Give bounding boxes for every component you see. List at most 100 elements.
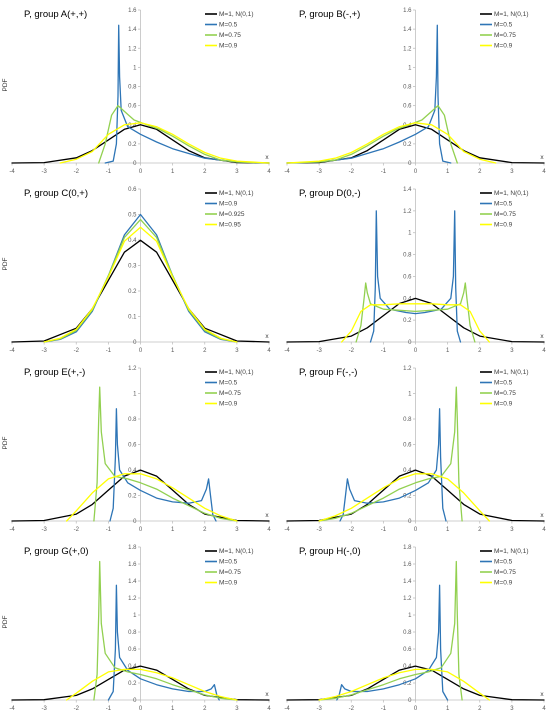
chart-svg-0: P, group A(+,+) PDF -4 -3 -2 -1 0 1 2 3 4 0 0.2 0.4 0.… bbox=[2, 8, 271, 175]
y-tick-label: 1.6 bbox=[128, 562, 137, 568]
y-axis-label: PDF bbox=[2, 257, 9, 270]
y-tick-label: 0.2 bbox=[403, 494, 412, 500]
x-tick-label: -2 bbox=[74, 706, 80, 712]
chart-panel-3: P, group D(0,-) -4 -3 -2 -1 0 1 2 3 4 0 0.2 0.4 0.6 0.… bbox=[275, 179, 550, 358]
y-tick-label: 0.2 bbox=[403, 681, 412, 687]
y-tick-label: 0.2 bbox=[403, 318, 412, 324]
x-tick-label: 0 bbox=[414, 348, 418, 354]
x-tick-label: -2 bbox=[349, 527, 355, 533]
x-tick-label: 2 bbox=[203, 169, 207, 175]
y-tick-label: 0 bbox=[133, 698, 137, 704]
chart-title: P, group E(+,-) bbox=[24, 367, 85, 378]
y-tick-label: 0.1 bbox=[128, 315, 137, 321]
x-tick-label: 0 bbox=[139, 527, 143, 533]
legend-label: M=0.5 bbox=[219, 559, 238, 566]
chart-title: P, group G(+,0) bbox=[24, 546, 89, 557]
y-tick-label: 0.4 bbox=[128, 238, 137, 244]
y-tick-label: 0.6 bbox=[128, 187, 137, 193]
legend-label: M=0.5 bbox=[219, 380, 238, 387]
legend-label: M=0.5 bbox=[494, 22, 513, 29]
y-tick-label: 1.8 bbox=[128, 545, 137, 551]
legend-label: M=1, N(0,1) bbox=[219, 548, 254, 555]
x-tick-label: 4 bbox=[267, 527, 271, 533]
x-tick-label: 1 bbox=[171, 527, 175, 533]
x-axis-label: x bbox=[540, 333, 544, 340]
x-tick-label: 1 bbox=[446, 706, 450, 712]
y-tick-label: 0.8 bbox=[403, 417, 412, 423]
y-tick-label: 0.2 bbox=[128, 289, 137, 295]
y-tick-label: 1 bbox=[408, 613, 412, 619]
series-line-2 bbox=[355, 282, 476, 343]
series-line-3 bbox=[286, 122, 497, 164]
legend-label: M=0.75 bbox=[219, 569, 241, 576]
legend-label: M=0.5 bbox=[494, 559, 513, 566]
y-tick-label: 0 bbox=[133, 161, 137, 167]
x-tick-label: 2 bbox=[203, 348, 207, 354]
chart-panel-5: P, group F(-,-) -4 -3 -2 -1 0 1 2 3 4 0 0.2 0.4 0.6 0.… bbox=[275, 358, 550, 537]
x-tick-label: -2 bbox=[74, 348, 80, 354]
x-tick-label: -1 bbox=[106, 348, 112, 354]
x-tick-label: -4 bbox=[9, 527, 15, 533]
series-line-3 bbox=[340, 303, 491, 343]
chart-panel-7: P, group H(-,0) -4 -3 -2 -1 0 1 2 3 4 0 0.2 0.4 0.6 0.… bbox=[275, 537, 550, 716]
y-tick-label: 0.8 bbox=[403, 253, 412, 259]
y-tick-label: 0 bbox=[133, 519, 137, 525]
legend-label: M=0.9 bbox=[219, 201, 238, 208]
x-tick-label: -3 bbox=[316, 706, 322, 712]
legend-label: M=0.75 bbox=[219, 32, 241, 39]
y-tick-label: 0.6 bbox=[403, 647, 412, 653]
chart-panel-4: P, group E(+,-) PDF -4 -3 -2 -1 0 1 2 3 4 0 0.2 0.4 0.… bbox=[0, 358, 275, 537]
legend-label: M=0.9 bbox=[219, 580, 238, 587]
series-line-2 bbox=[318, 560, 463, 701]
chart-svg-4: P, group E(+,-) PDF -4 -3 -2 -1 0 1 2 3 4 0 0.2 0.4 0.… bbox=[2, 366, 271, 533]
legend-label: M=1, N(0,1) bbox=[494, 190, 529, 197]
y-axis-label: PDF bbox=[2, 436, 9, 449]
x-tick-label: 3 bbox=[235, 169, 239, 175]
y-tick-label: 1 bbox=[408, 231, 412, 237]
x-tick-label: -3 bbox=[41, 706, 47, 712]
y-axis-label: PDF bbox=[2, 78, 9, 91]
chart-svg-7: P, group H(-,0) -4 -3 -2 -1 0 1 2 3 4 0 0.2 0.4 0.6 0.… bbox=[284, 545, 546, 712]
legend-label: M=0.75 bbox=[219, 390, 241, 397]
legend-label: M=0.5 bbox=[494, 201, 513, 208]
y-tick-label: 1.8 bbox=[403, 545, 412, 551]
y-tick-label: 1.4 bbox=[128, 579, 137, 585]
x-axis-label: x bbox=[540, 691, 544, 698]
series-line-3 bbox=[65, 668, 238, 701]
y-tick-label: 1.2 bbox=[128, 46, 137, 52]
series-line-1 bbox=[339, 408, 447, 522]
x-tick-label: -4 bbox=[284, 706, 290, 712]
chart-title: P, group D(0,-) bbox=[299, 188, 361, 199]
legend-label: M=0.75 bbox=[494, 569, 516, 576]
x-tick-label: 3 bbox=[510, 527, 514, 533]
chart-panel-6: P, group G(+,0) PDF -4 -3 -2 -1 0 1 2 3 4 0 0.2 0.4 0.… bbox=[0, 537, 275, 716]
x-tick-label: -2 bbox=[349, 169, 355, 175]
x-tick-label: -3 bbox=[41, 527, 47, 533]
legend-label: M=0.95 bbox=[219, 222, 241, 229]
series-line-3 bbox=[65, 473, 238, 522]
y-tick-label: 0.8 bbox=[403, 85, 412, 91]
series-line-3 bbox=[43, 226, 238, 343]
x-tick-label: -4 bbox=[9, 169, 15, 175]
x-tick-label: -1 bbox=[381, 527, 387, 533]
y-tick-label: 0.8 bbox=[128, 417, 137, 423]
x-tick-label: -3 bbox=[41, 348, 47, 354]
series-line-2 bbox=[93, 560, 238, 701]
y-tick-label: 1 bbox=[408, 65, 412, 71]
y-tick-label: 1.4 bbox=[403, 27, 412, 33]
series-line-0 bbox=[286, 297, 545, 343]
series-line-2 bbox=[286, 104, 458, 164]
y-tick-label: 1.2 bbox=[403, 209, 412, 215]
y-tick-label: 0.6 bbox=[403, 104, 412, 110]
series-line-1 bbox=[286, 24, 452, 164]
y-tick-label: 0.8 bbox=[128, 85, 137, 91]
x-tick-label: -1 bbox=[381, 348, 387, 354]
y-tick-label: 1.6 bbox=[403, 8, 412, 14]
series-line-0 bbox=[11, 469, 270, 522]
x-tick-label: 2 bbox=[478, 527, 482, 533]
x-tick-label: -4 bbox=[284, 527, 290, 533]
x-axis-label: x bbox=[265, 154, 269, 161]
x-tick-label: 3 bbox=[510, 348, 514, 354]
legend-label: M=1, N(0,1) bbox=[494, 11, 529, 18]
